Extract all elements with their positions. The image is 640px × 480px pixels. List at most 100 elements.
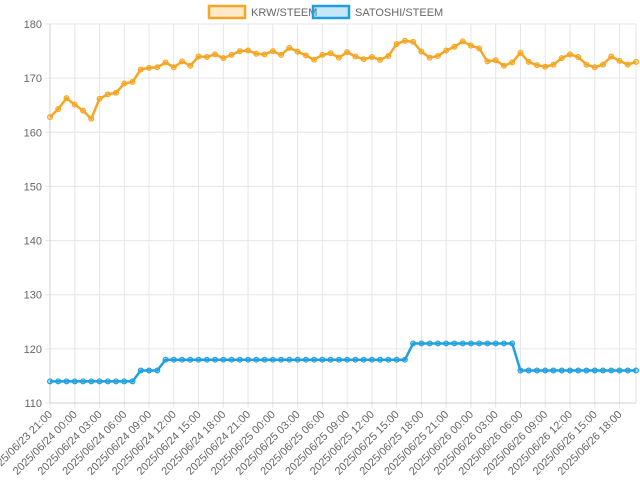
data-point[interactable]: [162, 59, 169, 66]
data-point[interactable]: [591, 64, 598, 71]
data-point[interactable]: [434, 52, 441, 59]
data-point[interactable]: [393, 356, 400, 363]
data-point[interactable]: [278, 51, 285, 58]
legend-item-krw-steem[interactable]: KRW/STEEM: [207, 4, 317, 20]
data-point[interactable]: [434, 340, 441, 347]
data-point[interactable]: [311, 56, 318, 63]
data-point[interactable]: [269, 48, 276, 55]
data-point[interactable]: [533, 62, 540, 69]
data-point[interactable]: [220, 55, 227, 62]
data-point[interactable]: [500, 340, 507, 347]
data-point[interactable]: [467, 42, 474, 49]
data-point[interactable]: [121, 80, 128, 87]
data-point[interactable]: [327, 356, 334, 363]
data-point[interactable]: [203, 54, 210, 61]
data-point[interactable]: [566, 51, 573, 58]
data-point[interactable]: [542, 63, 549, 70]
data-point[interactable]: [476, 340, 483, 347]
data-point[interactable]: [451, 43, 458, 50]
data-point[interactable]: [278, 356, 285, 363]
data-point[interactable]: [71, 378, 78, 385]
data-point[interactable]: [245, 47, 252, 54]
data-point[interactable]: [492, 57, 499, 64]
data-point[interactable]: [550, 367, 557, 374]
data-point[interactable]: [129, 78, 136, 85]
data-point[interactable]: [261, 356, 268, 363]
data-point[interactable]: [608, 367, 615, 374]
data-point[interactable]: [179, 58, 186, 65]
data-point[interactable]: [352, 53, 359, 60]
data-point[interactable]: [55, 105, 62, 112]
data-point[interactable]: [311, 356, 318, 363]
data-point[interactable]: [624, 61, 631, 68]
data-point[interactable]: [525, 58, 532, 65]
data-point[interactable]: [385, 356, 392, 363]
data-point[interactable]: [335, 356, 342, 363]
data-point[interactable]: [583, 367, 590, 374]
data-point[interactable]: [558, 55, 565, 62]
data-point[interactable]: [294, 48, 301, 55]
data-point[interactable]: [187, 356, 194, 363]
data-point[interactable]: [129, 378, 136, 385]
data-point[interactable]: [212, 51, 219, 58]
data-point[interactable]: [80, 107, 87, 114]
data-point[interactable]: [203, 356, 210, 363]
data-point[interactable]: [533, 367, 540, 374]
data-point[interactable]: [294, 356, 301, 363]
data-point[interactable]: [368, 356, 375, 363]
data-point[interactable]: [302, 356, 309, 363]
data-point[interactable]: [575, 54, 582, 61]
data-point[interactable]: [368, 54, 375, 61]
data-point[interactable]: [319, 51, 326, 58]
data-point[interactable]: [418, 48, 425, 55]
data-point[interactable]: [137, 66, 144, 73]
data-point[interactable]: [426, 340, 433, 347]
data-point[interactable]: [558, 367, 565, 374]
data-point[interactable]: [96, 95, 103, 102]
data-point[interactable]: [286, 356, 293, 363]
data-point[interactable]: [509, 59, 516, 66]
data-point[interactable]: [550, 61, 557, 68]
data-point[interactable]: [80, 378, 87, 385]
data-point[interactable]: [121, 378, 128, 385]
data-point[interactable]: [410, 340, 417, 347]
data-point[interactable]: [509, 340, 516, 347]
data-point[interactable]: [608, 53, 615, 60]
data-point[interactable]: [319, 356, 326, 363]
data-point[interactable]: [154, 64, 161, 71]
data-point[interactable]: [360, 356, 367, 363]
data-point[interactable]: [476, 45, 483, 52]
data-point[interactable]: [327, 50, 334, 57]
data-point[interactable]: [393, 41, 400, 48]
data-point[interactable]: [377, 356, 384, 363]
data-point[interactable]: [459, 340, 466, 347]
data-point[interactable]: [146, 367, 153, 374]
data-point[interactable]: [104, 378, 111, 385]
data-point[interactable]: [624, 367, 631, 374]
legend-item-satoshi-steem[interactable]: SATOSHI/STEEM: [311, 4, 443, 20]
data-point[interactable]: [492, 340, 499, 347]
data-point[interactable]: [195, 356, 202, 363]
data-point[interactable]: [245, 356, 252, 363]
data-point[interactable]: [195, 53, 202, 60]
data-point[interactable]: [443, 47, 450, 54]
data-point[interactable]: [459, 38, 466, 45]
data-point[interactable]: [500, 62, 507, 69]
data-point[interactable]: [385, 52, 392, 59]
data-point[interactable]: [517, 367, 524, 374]
data-point[interactable]: [418, 340, 425, 347]
data-point[interactable]: [146, 64, 153, 71]
data-point[interactable]: [443, 340, 450, 347]
data-point[interactable]: [236, 48, 243, 55]
data-point[interactable]: [484, 340, 491, 347]
data-point[interactable]: [253, 50, 260, 57]
data-point[interactable]: [88, 115, 95, 122]
data-point[interactable]: [170, 64, 177, 71]
data-point[interactable]: [344, 356, 351, 363]
data-point[interactable]: [616, 57, 623, 64]
data-point[interactable]: [236, 356, 243, 363]
data-point[interactable]: [154, 367, 161, 374]
data-point[interactable]: [426, 54, 433, 61]
legend[interactable]: KRW/STEEM SATOSHI/STEEM: [207, 4, 443, 20]
data-point[interactable]: [113, 378, 120, 385]
